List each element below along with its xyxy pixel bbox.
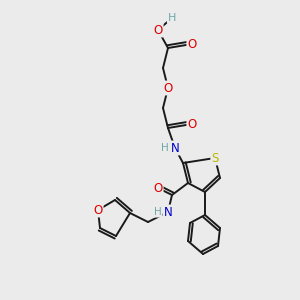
Text: H: H	[154, 207, 162, 217]
Text: H: H	[161, 143, 169, 153]
Text: O: O	[153, 182, 163, 194]
Text: N: N	[164, 206, 172, 218]
Text: H: H	[168, 13, 176, 23]
Text: N: N	[171, 142, 179, 154]
Text: O: O	[164, 82, 172, 94]
Text: O: O	[188, 118, 196, 130]
Text: S: S	[211, 152, 219, 164]
Text: O: O	[153, 23, 163, 37]
Text: O: O	[93, 203, 103, 217]
Text: O: O	[188, 38, 196, 50]
